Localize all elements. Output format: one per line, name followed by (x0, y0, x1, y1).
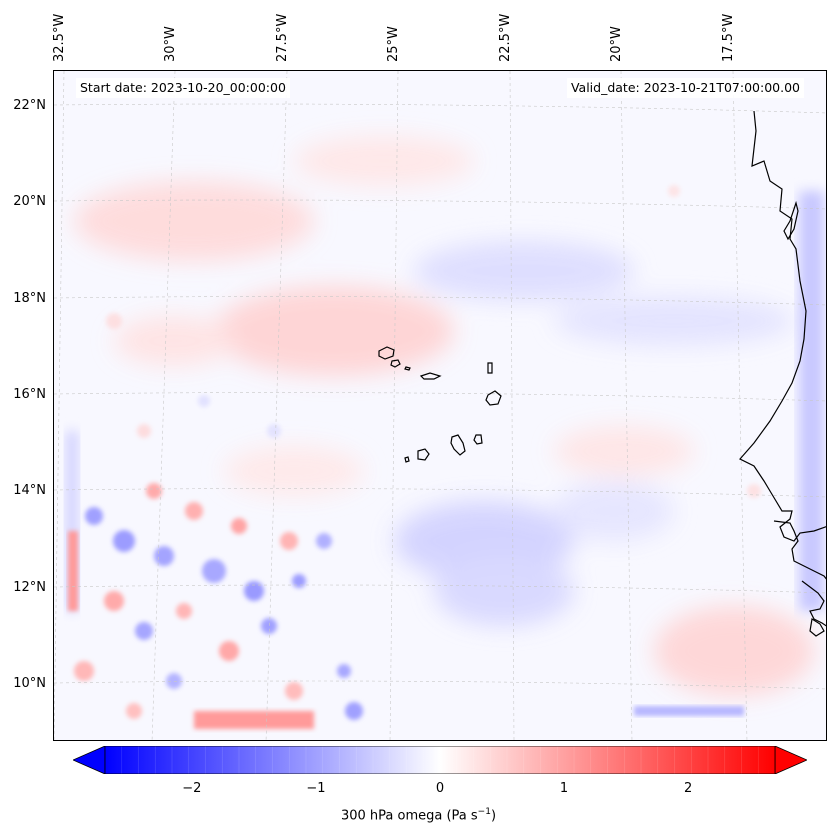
lon-label-30w: 30°W (163, 26, 178, 62)
smooth-field (66, 136, 824, 729)
start-date-label: Start date: 2023-10-20_00:00:00 (76, 78, 290, 98)
lat-label-12n: 12°N (13, 580, 46, 595)
map-panel: Start date: 2023-10-20_00:00:00 Valid_da… (53, 70, 827, 741)
island-brava (404, 456, 410, 463)
omega-field (54, 71, 826, 740)
colorbar-extend-max (774, 746, 807, 774)
lon-label-17.5w: 17.5°W (721, 13, 736, 62)
lat-label-18n: 18°N (13, 291, 46, 306)
graticule (54, 71, 826, 740)
colorbar-tick-1: 1 (559, 781, 569, 796)
colorbar (73, 746, 807, 774)
lat-label-10n: 10°N (13, 676, 46, 691)
coastline (378, 110, 826, 637)
lon-label-27.5w: 27.5°W (275, 13, 290, 62)
colorbar-gradient (105, 746, 775, 774)
lon-label-22.5w: 22.5°W (498, 13, 513, 62)
colorbar-label-unit-exponent: −1 (477, 807, 491, 817)
island-maio (473, 434, 483, 445)
colorbar-tick-2: 2 (684, 781, 693, 796)
colorbar-label: 300 hPa omega (Pa s−1) (0, 807, 837, 823)
island-sao-vicente (390, 359, 401, 368)
colorbar-steps (121, 746, 759, 774)
island-sao-nicolau (419, 372, 442, 380)
lon-label-20w: 20°W (609, 26, 624, 62)
island-boa-vista (485, 390, 502, 406)
colorbar-label-text: 300 hPa omega (Pa s (340, 808, 478, 824)
lat-label-22n: 22°N (13, 98, 46, 113)
island-fogo (417, 448, 430, 461)
colorbar-tick-0: 0 (435, 781, 445, 796)
lon-label-32.5w: 32.5°W (52, 13, 67, 62)
colorbar-tick-neg2: −2 (182, 781, 202, 796)
valid-date-label: Valid_date: 2023-10-21T07:00:00.00 (566, 78, 804, 98)
colorbar-tick-neg1: −1 (306, 781, 326, 796)
island-sal (487, 362, 493, 374)
island-santiago (450, 434, 466, 456)
lat-label-14n: 14°N (13, 483, 46, 498)
lat-label-20n: 20°N (13, 194, 46, 209)
lat-label-16n: 16°N (13, 387, 46, 402)
lon-label-25w: 25°W (386, 26, 401, 62)
island-santo-antao (378, 346, 395, 360)
colorbar-label-close: ) (490, 808, 497, 824)
colorbar-extend-min (73, 746, 106, 774)
island-santa-luzia (404, 366, 411, 371)
